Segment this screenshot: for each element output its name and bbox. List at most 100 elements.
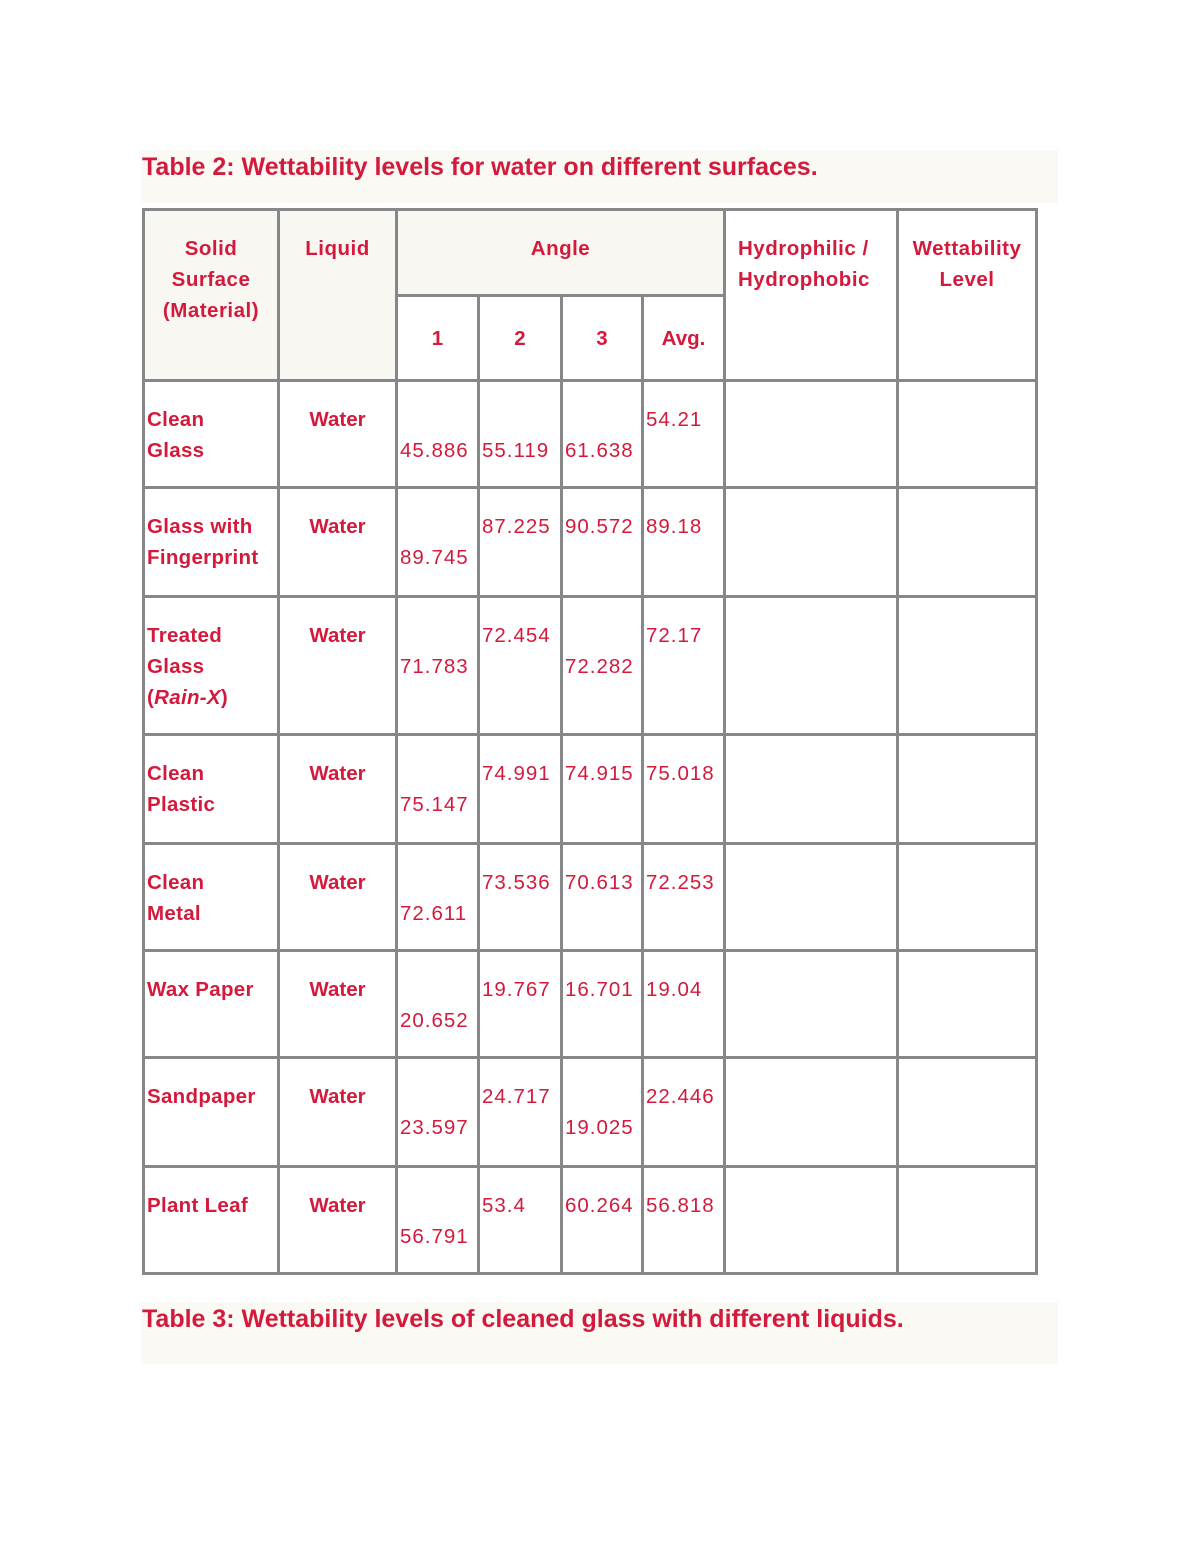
hydro-cell[interactable] — [723, 379, 899, 489]
angle-a3-cell: 90.572 — [560, 486, 644, 598]
surface-cell: Treated Glass (Rain-X) — [142, 595, 280, 736]
surface-text: Metal — [147, 902, 201, 925]
liquid-cell: Water — [277, 733, 398, 845]
angle-avg-cell: 89.18 — [641, 486, 726, 598]
angle-a1-cell: 72.611 — [395, 842, 480, 952]
wettability-level-cell[interactable] — [896, 949, 1038, 1059]
header-solid-surface: Solid Surface (Material) — [142, 208, 280, 382]
surface-cell: Plant Leaf — [142, 1165, 280, 1275]
paren: ) — [220, 686, 229, 709]
table-3-caption: Table 3: Wettability levels of cleaned g… — [141, 1302, 1058, 1364]
surface-text: Clean — [147, 408, 205, 431]
surface-text: Glass with — [147, 515, 253, 538]
angle-avg-cell: 75.018 — [641, 733, 726, 845]
angle-avg-cell: 54.21 — [641, 379, 726, 489]
table-row: Clean Metal Water 72.611 73.536 70.613 72.253 — [142, 842, 1038, 952]
surface-text: (Rain-X) — [147, 682, 277, 713]
header-text: Wettability — [912, 237, 1022, 260]
surface-text: Wax Paper — [147, 978, 254, 1001]
angle-avg-cell: 19.04 — [641, 949, 726, 1059]
table-row: Wax Paper Water 20.652 19.767 16.701 19.04 — [142, 949, 1038, 1059]
angle-avg-cell: 72.17 — [641, 595, 726, 736]
table-2-caption: Table 2: Wettability levels for water on… — [141, 150, 1058, 203]
angle-a2-cell: 24.717 — [477, 1056, 563, 1168]
table-row: Plant Leaf Water 56.791 53.4 60.264 56.818 — [142, 1165, 1038, 1275]
table-row: Sandpaper Water 23.597 24.717 19.025 22.446 — [142, 1056, 1038, 1168]
header-text: Hydrophobic — [738, 268, 870, 291]
surface-text: Sandpaper — [147, 1085, 256, 1108]
table-row: Clean Plastic Water 75.147 74.991 74.915 75.01… — [142, 733, 1038, 845]
angle-avg-cell: 22.446 — [641, 1056, 726, 1168]
angle-avg-cell: 72.253 — [641, 842, 726, 952]
hydro-cell[interactable] — [723, 486, 899, 598]
angle-a2-cell: 19.767 — [477, 949, 563, 1059]
angle-avg-cell: 56.818 — [641, 1165, 726, 1275]
liquid-cell: Water — [277, 595, 398, 736]
angle-a3-cell: 61.638 — [560, 379, 644, 489]
surface-text: Fingerprint — [147, 546, 259, 569]
angle-a1-cell: 75.147 — [395, 733, 480, 845]
surface-cell: Sandpaper — [142, 1056, 280, 1168]
surface-cell: Clean Metal — [142, 842, 280, 952]
angle-a3-cell: 74.915 — [560, 733, 644, 845]
header-wettability-level: Wettability Level — [896, 208, 1038, 382]
wettability-table: Solid Surface (Material) Liquid Angle Hy… — [142, 208, 1038, 1275]
angle-a1-cell: 20.652 — [395, 949, 480, 1059]
header-angle-3: 3 — [560, 294, 644, 382]
angle-a1-cell: 45.886 — [395, 379, 480, 489]
surface-text: Glass — [147, 655, 205, 678]
wettability-level-cell[interactable] — [896, 1056, 1038, 1168]
header-liquid: Liquid — [277, 208, 398, 382]
angle-a2-cell: 73.536 — [477, 842, 563, 952]
paren: ( — [147, 686, 155, 709]
hydro-cell[interactable] — [723, 1056, 899, 1168]
surface-text: Treated — [147, 624, 223, 647]
header-angle: Angle — [395, 208, 726, 297]
surface-cell: Clean Glass — [142, 379, 280, 489]
wettability-level-cell[interactable] — [896, 486, 1038, 598]
angle-a1-cell: 71.783 — [395, 595, 480, 736]
table-row: Treated Glass (Rain-X) Water 71.783 72.454 72.… — [142, 595, 1038, 736]
angle-a1-cell: 23.597 — [395, 1056, 480, 1168]
wettability-level-cell[interactable] — [896, 842, 1038, 952]
header-text: Solid — [184, 237, 238, 260]
wettability-level-cell[interactable] — [896, 379, 1038, 489]
liquid-cell: Water — [277, 949, 398, 1059]
hydro-cell[interactable] — [723, 733, 899, 845]
hydro-cell[interactable] — [723, 949, 899, 1059]
angle-a2-cell: 74.991 — [477, 733, 563, 845]
header-text: Surface — [171, 268, 251, 291]
surface-cell: Wax Paper — [142, 949, 280, 1059]
liquid-cell: Water — [277, 1165, 398, 1275]
hydro-cell[interactable] — [723, 595, 899, 736]
header-text: Hydrophilic / — [738, 237, 869, 260]
surface-text: Plastic — [147, 793, 216, 816]
angle-a3-cell: 70.613 — [560, 842, 644, 952]
hydro-cell[interactable] — [723, 842, 899, 952]
surface-text: Glass — [147, 439, 205, 462]
table-row: Clean Glass Water 45.886 55.119 61.638 54.21 — [142, 379, 1038, 489]
table-row: Glass with Fingerprint Water 89.745 87.225 90… — [142, 486, 1038, 598]
angle-a3-cell: 72.282 — [560, 595, 644, 736]
angle-a1-cell: 56.791 — [395, 1165, 480, 1275]
surface-text: Clean — [147, 762, 205, 785]
liquid-cell: Water — [277, 1056, 398, 1168]
brand-name: Rain-X — [154, 686, 221, 709]
angle-a3-cell: 19.025 — [560, 1056, 644, 1168]
wettability-level-cell[interactable] — [896, 595, 1038, 736]
liquid-cell: Water — [277, 486, 398, 598]
header-angle-2: 2 — [477, 294, 563, 382]
angle-a2-cell: 87.225 — [477, 486, 563, 598]
liquid-cell: Water — [277, 842, 398, 952]
wettability-level-cell[interactable] — [896, 733, 1038, 845]
angle-a3-cell: 16.701 — [560, 949, 644, 1059]
hydro-cell[interactable] — [723, 1165, 899, 1275]
liquid-cell: Water — [277, 379, 398, 489]
angle-a1-cell: 89.745 — [395, 486, 480, 598]
wettability-level-cell[interactable] — [896, 1165, 1038, 1275]
header-text: (Material) — [162, 299, 260, 322]
header-angle-1: 1 — [395, 294, 480, 382]
header-hydrophilic-hydrophobic: Hydrophilic / Hydrophobic — [723, 208, 899, 382]
surface-text: Plant Leaf — [147, 1194, 248, 1217]
surface-cell: Clean Plastic — [142, 733, 280, 845]
